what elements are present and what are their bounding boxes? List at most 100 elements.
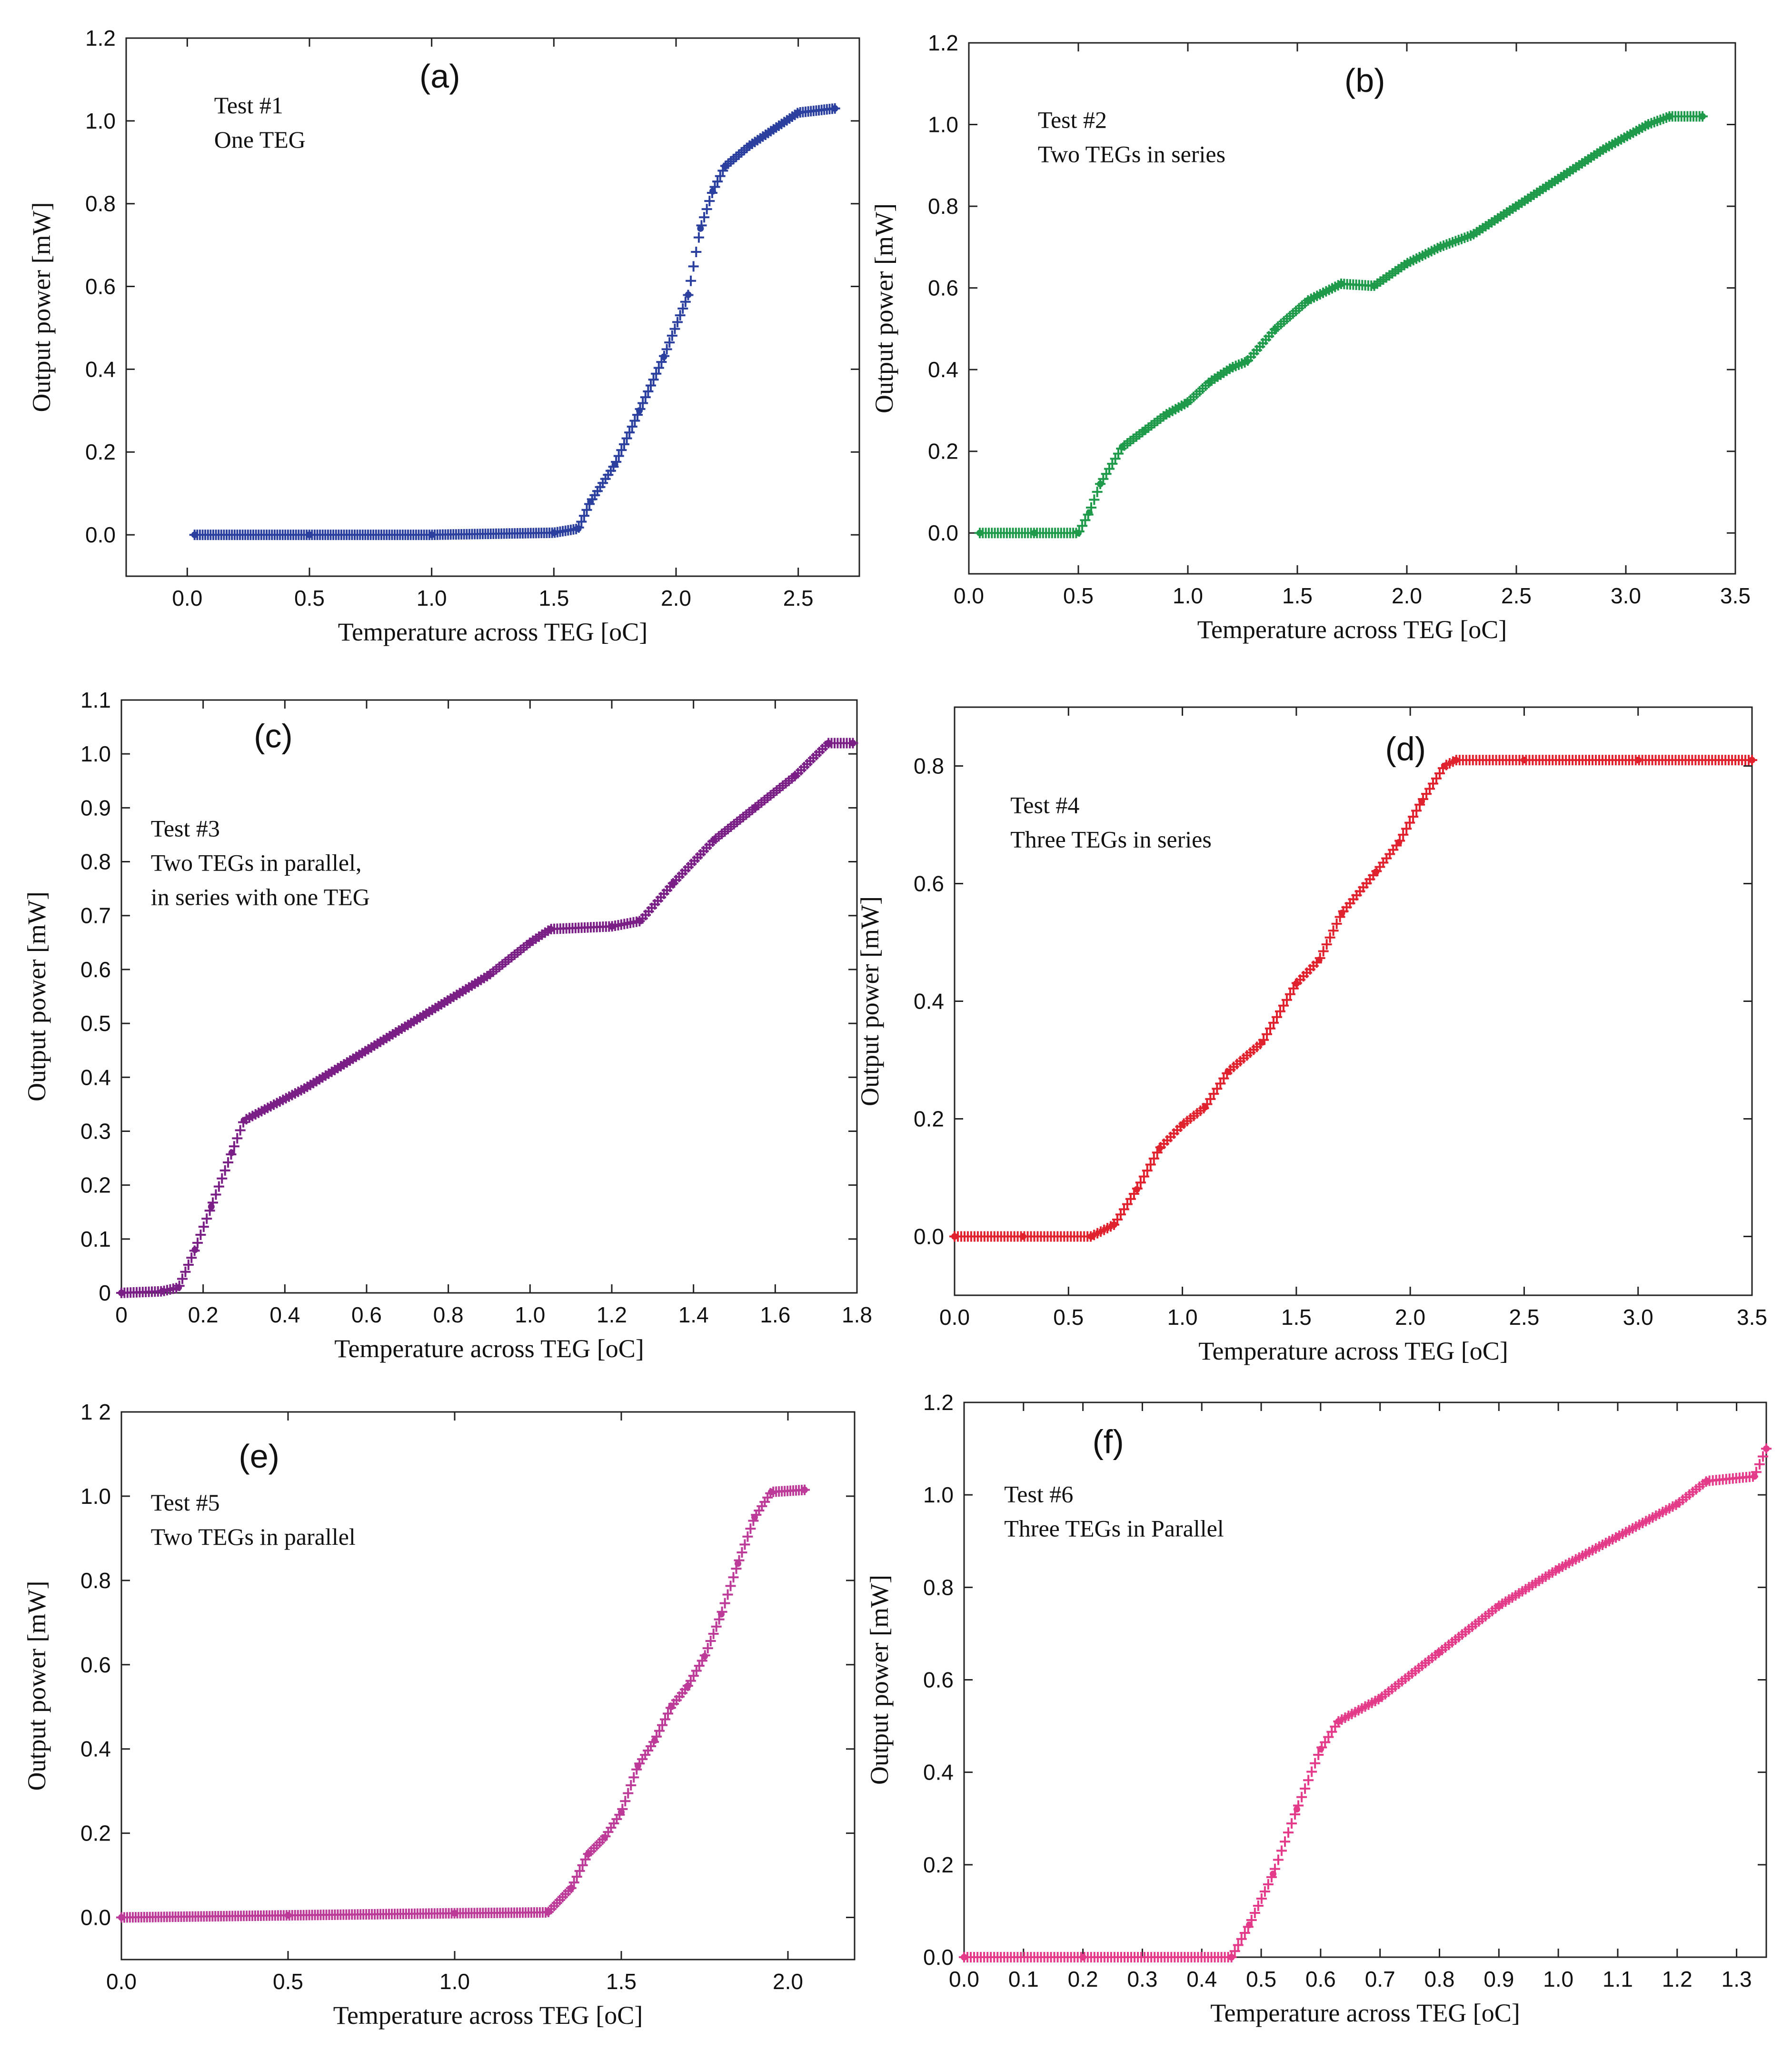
data-point [795,109,802,116]
x-tick-label: 1.0 [417,586,447,610]
y-tick-label: 0.6 [85,274,116,299]
data-point [685,1682,691,1689]
data-point [1119,444,1125,451]
data-point [1452,757,1459,764]
data-point [1666,113,1673,120]
x-tick-label: 0.4 [269,1302,300,1327]
data-point [1019,1233,1026,1240]
plot-frame [125,37,860,577]
data-point [1338,280,1344,288]
data-point [849,740,856,747]
y-tick-label: 1.0 [80,1484,111,1509]
y-tick-label: 0.2 [80,1821,111,1846]
data-point [1185,399,1191,406]
data-point [568,1884,575,1891]
data-point [1075,530,1082,537]
x-axis-title: Temperature across TEG [oC] [1197,615,1507,644]
data-point [668,1703,675,1711]
y-tick-label: 1 2 [80,1400,111,1424]
y-tick-label: 1.2 [928,30,958,55]
data-point [651,1737,658,1744]
data-point [1395,839,1403,846]
data-point [1163,411,1169,418]
data-point [669,880,677,887]
data-point [1376,1695,1384,1702]
y-axis-title: Output power [mW] [865,1575,894,1785]
x-tick-label: 2.0 [661,586,691,610]
x-tick-label: 0.9 [1483,1967,1514,1991]
x-tick-label: 1.0 [1173,583,1203,608]
data-point [1317,1746,1324,1753]
x-axis-title: Temperature across TEG [oC] [333,2001,643,2030]
data-point [751,804,758,811]
data-point [1751,1473,1758,1480]
y-tick-label: 0.0 [85,522,116,547]
data-point [191,531,198,539]
x-tick-label: 0.5 [273,1969,303,1994]
y-tick-label: 0.5 [80,1011,111,1036]
y-tick-label: 1.0 [85,109,116,133]
panel-label: (f) [1093,1423,1124,1461]
data-point [1703,1478,1711,1485]
y-tick-label: 0.3 [80,1119,111,1143]
data-point [1259,1039,1266,1046]
data-point [1763,1445,1770,1452]
data-point [486,971,493,979]
data-point [1156,1145,1163,1152]
x-axis-title: Temperature across TEG [oC] [338,618,647,646]
data-point [1373,868,1380,875]
data-point [208,1203,215,1210]
data-point [575,525,582,532]
x-tick-label: 1.5 [1281,1305,1312,1330]
y-tick-label: 0.8 [80,1568,111,1593]
panel-c: 0 0.2 0.4 0.6 0.8 1.0 1.2 1.4 1.6 1.8 0 0.1 0.2 0.3 0.… [22,688,872,1363]
data-point [1634,757,1642,764]
test-note: Three TEGs in Parallel [1004,1515,1224,1542]
data-point [1436,1649,1443,1656]
data-point [825,740,832,747]
test-note: Two TEGs in parallel, [151,849,362,876]
data-point [424,1009,431,1016]
data-point [1673,1501,1681,1508]
data-point [660,353,667,360]
test-note: One TEG [214,126,306,153]
y-tick-label: 0.6 [80,1652,111,1677]
x-tick-label: 3.0 [1623,1305,1653,1330]
panel-d: 0.0 0.5 1.0 1.5 2.0 2.5 3.0 3.5 0.0 0.2 0.4 0.6 0.8 T… [856,706,1767,1365]
x-tick-label: 3.5 [1737,1305,1767,1330]
x-tick-label: 1.2 [1662,1967,1692,1991]
data-point [746,142,753,149]
y-tick-label: 0.0 [914,1224,944,1249]
x-tick-label: 0.5 [1053,1305,1084,1330]
y-tick-label: 0.1 [80,1227,111,1251]
x-tick-label: 0.4 [1186,1967,1217,1991]
y-tick-label: 0.4 [914,989,944,1014]
panel-label: (d) [1385,730,1426,767]
data-point [751,1514,758,1521]
test-note: Two TEGs in series [1038,140,1225,167]
y-tick-label: 1.2 [923,1390,954,1415]
plot-frame [968,42,1736,575]
data-point [302,1084,309,1091]
test-note: Test #5 [151,1489,220,1516]
data-point [228,1149,235,1156]
data-point [175,1284,182,1291]
data-point [1404,260,1410,267]
data-point [1270,1871,1277,1878]
y-tick-label: 1.0 [923,1482,954,1507]
y-tick-label: 0.4 [85,357,116,381]
data-point [1371,282,1377,290]
x-tick-label: 1.4 [678,1302,709,1327]
data-point [801,1486,808,1493]
y-tick-label: 0 [99,1281,111,1305]
data-point [611,461,618,468]
x-tick-label: 0.0 [172,586,202,610]
panel-e: 0.0 0.5 1.0 1.5 2.0 0.0 0.2 0.4 0.6 0.8 1.0 1 2 Temp… [22,1400,856,2030]
y-tick-label: 0.8 [85,191,116,216]
x-tick-label: 0 [115,1302,128,1327]
data-point [1202,1103,1209,1111]
data-point [1086,509,1093,516]
data-point [159,1288,166,1295]
plot-frame [120,1411,856,1961]
x-tick-label: 2.0 [1392,583,1422,608]
